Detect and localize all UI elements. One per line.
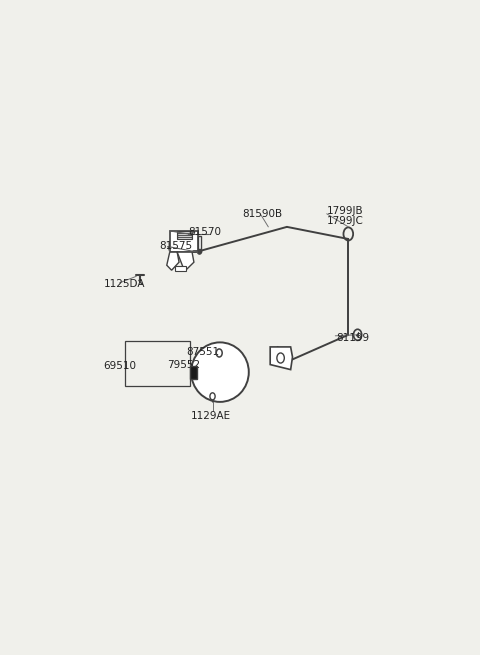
Polygon shape <box>177 252 194 271</box>
Bar <box>175 266 186 271</box>
Text: 1799JB: 1799JB <box>327 206 364 215</box>
Text: 79552: 79552 <box>167 360 200 370</box>
Text: 81570: 81570 <box>188 227 221 237</box>
Text: 87551: 87551 <box>186 347 220 357</box>
Text: 1129AE: 1129AE <box>191 411 231 421</box>
Polygon shape <box>167 252 179 271</box>
Text: 1125DA: 1125DA <box>104 280 145 290</box>
Bar <box>170 231 198 252</box>
Bar <box>177 231 192 240</box>
Bar <box>125 341 190 386</box>
Text: 1799JC: 1799JC <box>327 216 364 226</box>
Text: 81199: 81199 <box>336 333 369 343</box>
Bar <box>190 365 197 379</box>
Ellipse shape <box>191 343 249 402</box>
Text: 69510: 69510 <box>103 361 136 371</box>
Circle shape <box>197 248 202 254</box>
Text: 81575: 81575 <box>160 241 193 251</box>
Polygon shape <box>270 347 292 369</box>
Bar <box>198 236 202 248</box>
Text: 81590B: 81590B <box>242 209 282 219</box>
